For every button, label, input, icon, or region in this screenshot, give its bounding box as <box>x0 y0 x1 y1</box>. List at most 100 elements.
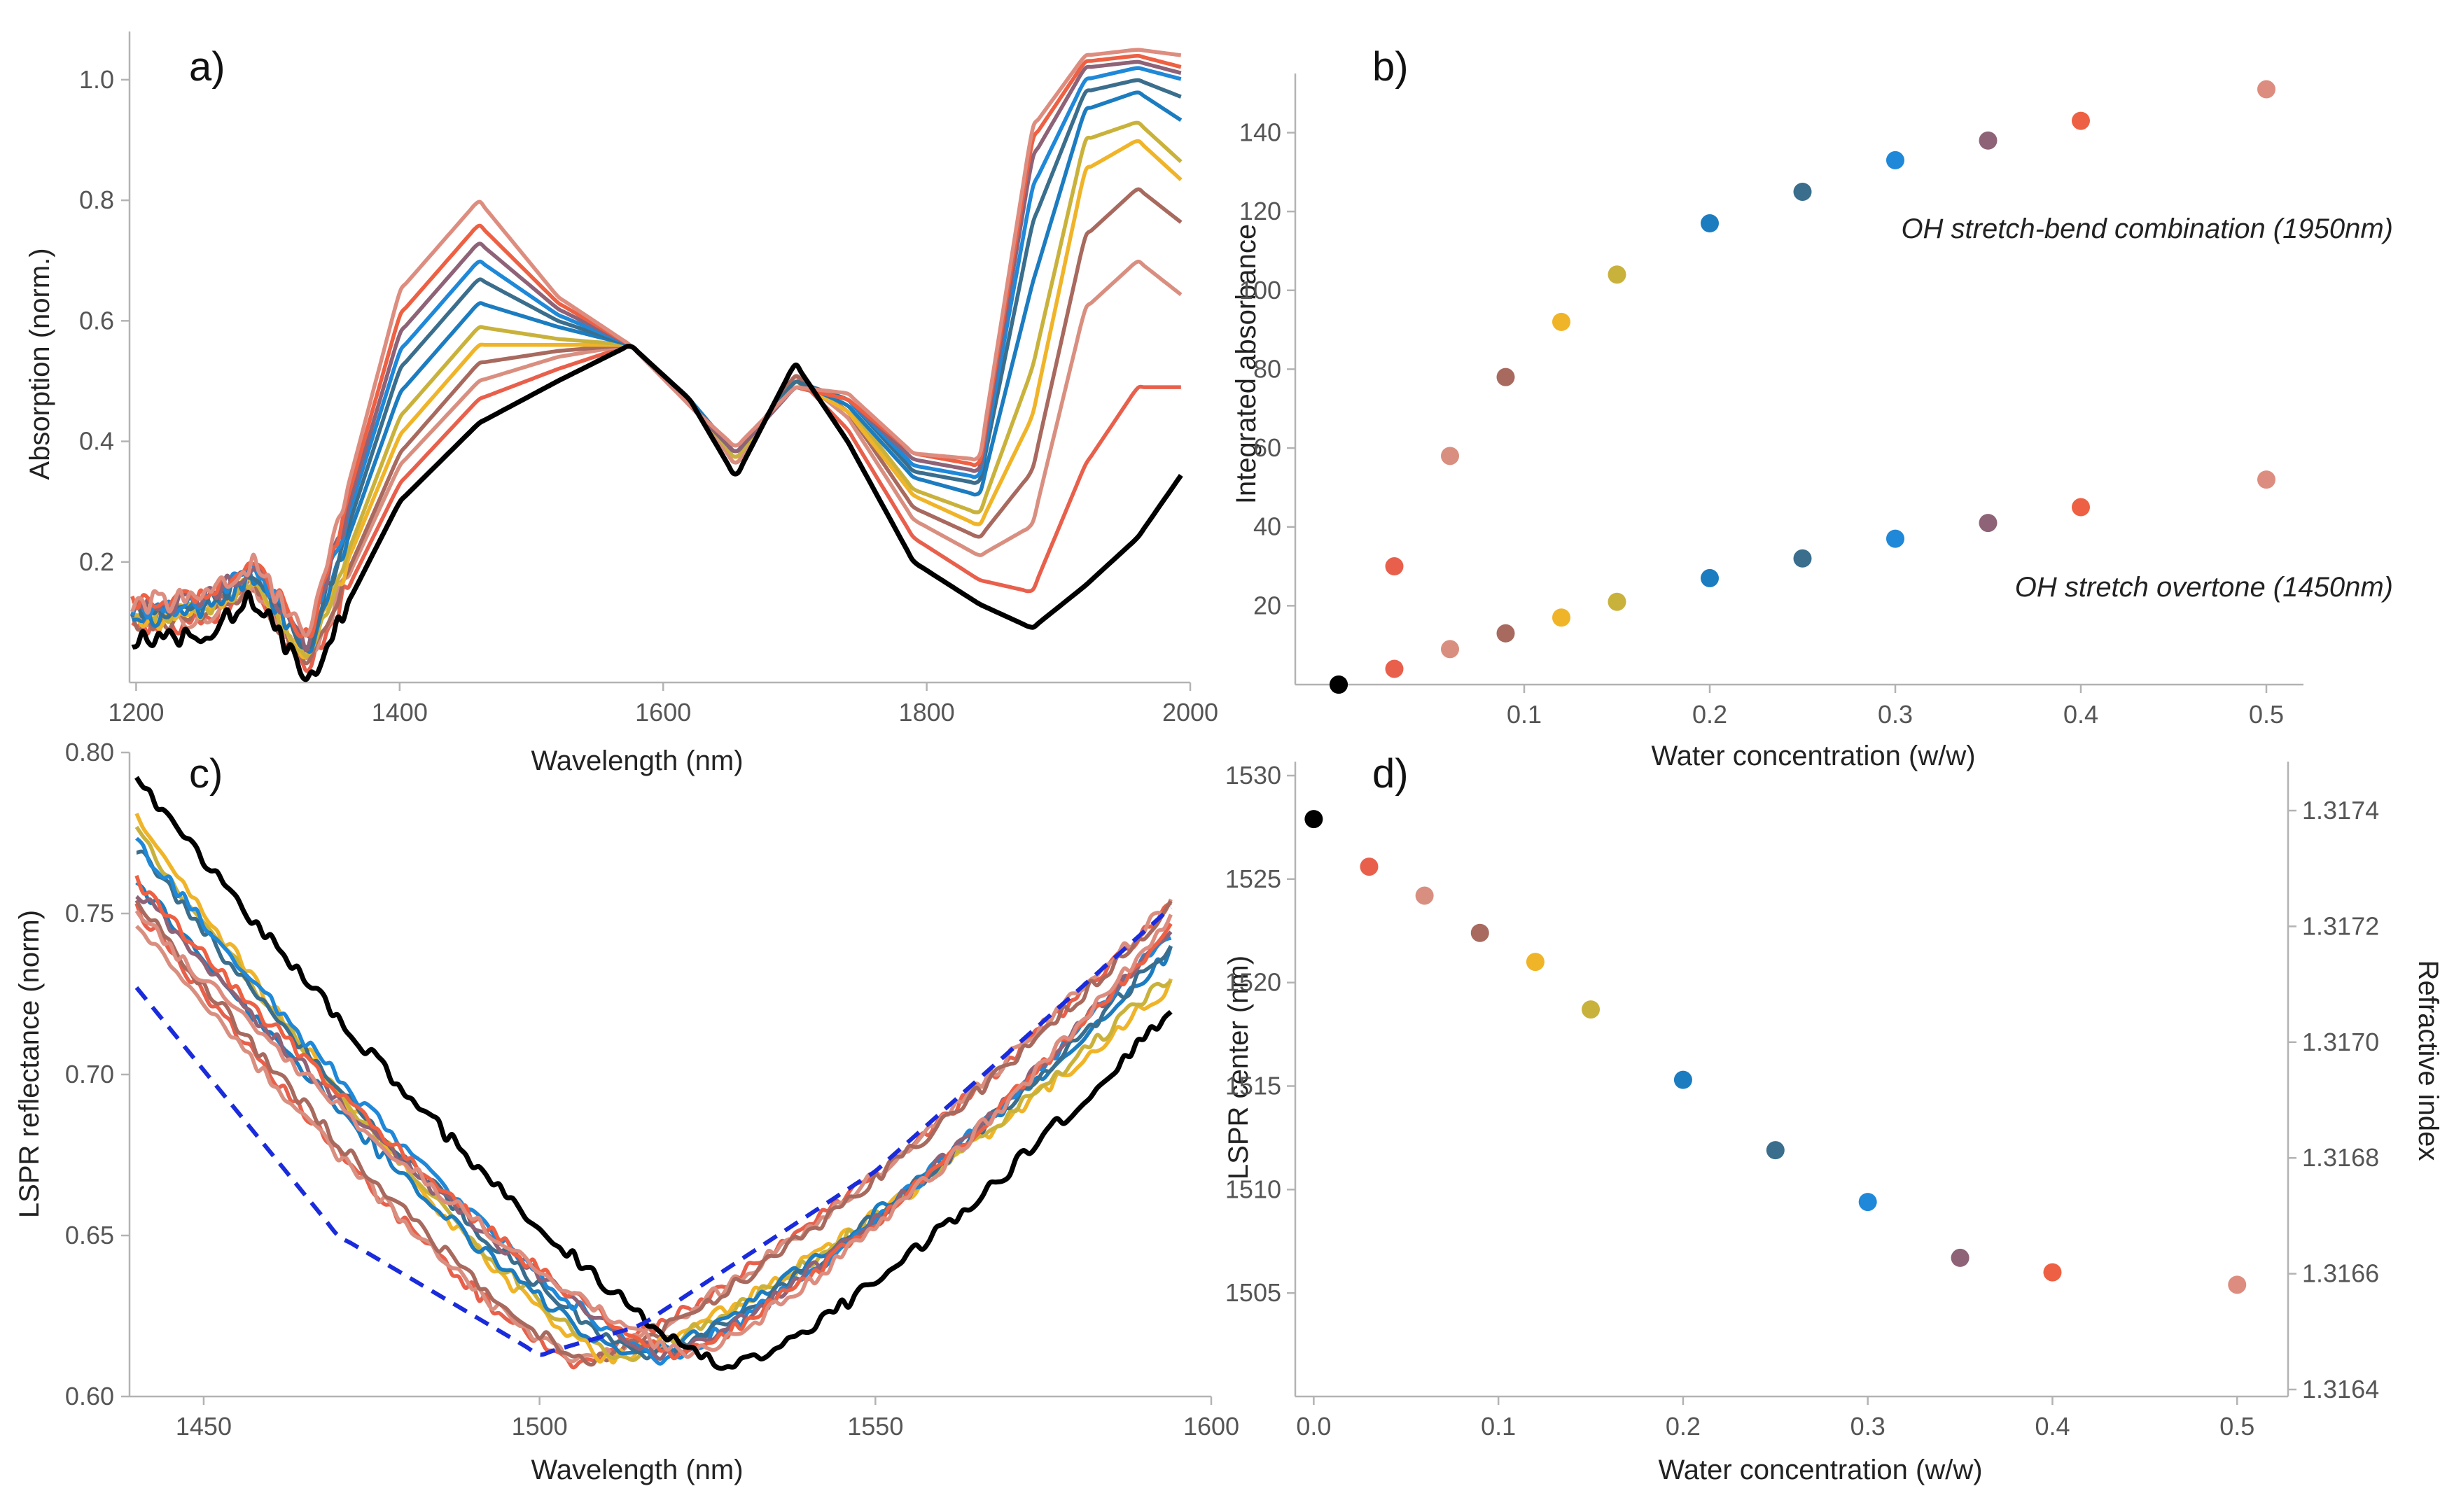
panel-a-series-line <box>131 344 1183 682</box>
panel-d-data-point <box>1360 858 1379 876</box>
panel-c-x-tick-label: 1550 <box>847 1412 903 1441</box>
panel-d-data-point <box>1304 810 1323 829</box>
panel-b-data-point <box>2072 498 2090 517</box>
panel-c-x-tick-label: 1500 <box>512 1412 568 1441</box>
panel-d-data-point <box>1951 1248 1970 1267</box>
panel-d-ylabel-right: Refractive index <box>2413 960 2443 1161</box>
panel-a-y-tick-label: 0.2 <box>79 547 114 576</box>
panel-b-annotation-overtone: OH stretch overtone (1450nm) <box>2015 572 2393 603</box>
panel-a-label: a) <box>189 44 225 90</box>
panel-c-y-tick-label: 0.60 <box>65 1382 114 1410</box>
panel-c-y-tick-label: 0.80 <box>65 738 114 766</box>
panel-b-x-tick-label: 0.1 <box>1507 700 1542 729</box>
panel-b-label: b) <box>1372 44 1409 90</box>
panel-d-data-point <box>1673 1070 1692 1089</box>
panel-c-label: c) <box>189 751 223 797</box>
panel-d-xlabel: Water concentration (w/w) <box>1658 1455 1982 1485</box>
panel-d-data-point <box>1526 953 1545 972</box>
panel-c-x-tick-label: 1450 <box>176 1412 232 1441</box>
panel-d-y-right-tick-label: 1.3170 <box>2302 1028 2379 1056</box>
panel-b-data-point <box>1793 182 1812 201</box>
panel-b-x-tick-label: 0.5 <box>2249 700 2284 729</box>
panel-b-data-point <box>1552 608 1570 627</box>
panel-b-data-point <box>1886 529 1904 548</box>
panel-a-x-tick-label: 2000 <box>1162 698 1218 727</box>
panel-c-xlabel: Wavelength (nm) <box>531 1455 743 1485</box>
panel-b-y-tick-label: 40 <box>1253 512 1281 541</box>
panel-b-data-point <box>1701 568 1719 587</box>
panel-a-x-tick-label: 1600 <box>635 698 691 727</box>
panel-a-x-tick-label: 1200 <box>108 698 164 727</box>
panel-d-x-tick-label: 0.5 <box>2219 1412 2254 1441</box>
panel-b-data-point <box>2072 111 2090 130</box>
panel-b-data-point <box>1441 640 1459 659</box>
panel-b-data-point <box>1979 514 1998 533</box>
panel-b-y-tick-label: 100 <box>1239 276 1281 304</box>
panel-b-data-point <box>1330 676 1348 694</box>
panel-a-series-line <box>130 78 1182 650</box>
panel-d-data-point <box>1415 886 1434 905</box>
panel-b-xlabel: Water concentration (w/w) <box>1651 741 1975 771</box>
panel-b-data-point <box>1886 150 1904 169</box>
panel-b-x-tick-label: 0.2 <box>1692 700 1727 729</box>
panel-d-x-tick-label: 0.1 <box>1481 1412 1516 1441</box>
panel-d-y-right-tick-label: 1.3174 <box>2302 796 2379 825</box>
panel-d-data-point <box>2228 1275 2247 1294</box>
panel-d-data-point <box>1766 1141 1785 1160</box>
panel-b-data-point <box>1496 368 1515 386</box>
panel-b-data-point <box>1496 624 1515 643</box>
panel-d-data-point <box>1858 1193 1877 1212</box>
panel-d-y-right-tick-label: 1.3166 <box>2302 1259 2379 1288</box>
panel-d-x-tick-label: 0.4 <box>2035 1412 2070 1441</box>
panel-a-absorption: a) Wavelength (nm) Absorption (norm.) 12… <box>25 31 1218 776</box>
panel-b-ylabel: Integrated absorbance <box>1231 224 1262 504</box>
panel-b-x-tick-label: 0.4 <box>2063 700 2098 729</box>
panel-d-y-tick-label: 1520 <box>1225 968 1281 997</box>
panel-d-x-tick-label: 0.3 <box>1850 1412 1885 1441</box>
panel-d-data-point <box>2043 1263 2062 1282</box>
panel-d-data-point <box>1470 923 1489 942</box>
panel-b-data-point <box>1979 131 1998 150</box>
panel-d-ylabel: LSPR center (nm) <box>1223 955 1254 1180</box>
panel-d-y-right-tick-label: 1.3172 <box>2302 911 2379 940</box>
panel-d-y-right-tick-label: 1.3164 <box>2302 1375 2379 1404</box>
panel-a-series-line <box>130 54 1182 639</box>
panel-b-data-point <box>2257 80 2275 99</box>
panel-c-reference-dashed-line <box>134 906 1173 1357</box>
panel-a-y-tick-label: 0.6 <box>79 306 114 335</box>
panel-a-series-line <box>130 66 1182 639</box>
panel-a-series-line <box>132 59 1182 653</box>
panel-b-y-tick-label: 80 <box>1253 354 1281 383</box>
panel-b-data-point <box>1701 214 1719 233</box>
panel-a-series-line <box>130 48 1182 638</box>
panel-a-x-tick-label: 1400 <box>372 698 428 727</box>
panel-a-y-tick-label: 0.8 <box>79 186 114 214</box>
panel-d-y-right-tick-label: 1.3168 <box>2302 1143 2379 1172</box>
panel-b-annotation-combination: OH stretch-bend combination (1950nm) <box>1901 214 2393 244</box>
panel-d-y-tick-label: 1530 <box>1225 761 1281 790</box>
panel-c-series-line <box>134 909 1173 1359</box>
panel-a-x-tick-label: 1800 <box>899 698 955 727</box>
panel-b-y-tick-label: 120 <box>1239 197 1281 225</box>
panel-c-reflectance: c) Wavelength (nm) LSPR reflectance (nor… <box>14 738 1239 1485</box>
panel-d-lspr-center: d) Water concentration (w/w) LSPR center… <box>1223 751 2443 1485</box>
panel-c-ylabel: LSPR reflectance (norm) <box>14 910 45 1218</box>
panel-c-series-line <box>135 881 1173 1357</box>
panel-c-series-line <box>134 776 1173 1371</box>
panel-a-y-tick-label: 0.4 <box>79 427 114 456</box>
panel-c-series-line <box>134 901 1172 1370</box>
panel-b-data-point <box>1385 659 1404 678</box>
panel-d-label: d) <box>1372 751 1409 797</box>
panel-a-ylabel: Absorption (norm.) <box>25 248 55 479</box>
panel-b-x-tick-label: 0.3 <box>1878 700 1913 729</box>
panel-c-series-line <box>134 874 1173 1361</box>
panel-d-y-tick-label: 1515 <box>1225 1072 1281 1100</box>
panel-d-x-tick-label: 0.2 <box>1666 1412 1701 1441</box>
panel-c-x-tick-label: 1600 <box>1183 1412 1239 1441</box>
panel-b-data-point <box>2257 470 2275 489</box>
panel-b-integrated: b) Water concentration (w/w) Integrated … <box>1231 44 2393 771</box>
panel-d-data-point <box>1582 1000 1601 1019</box>
panel-d-x-tick-label: 0.0 <box>1296 1412 1331 1441</box>
panel-b-data-point <box>1608 265 1626 284</box>
panel-b-data-point <box>1441 447 1459 465</box>
